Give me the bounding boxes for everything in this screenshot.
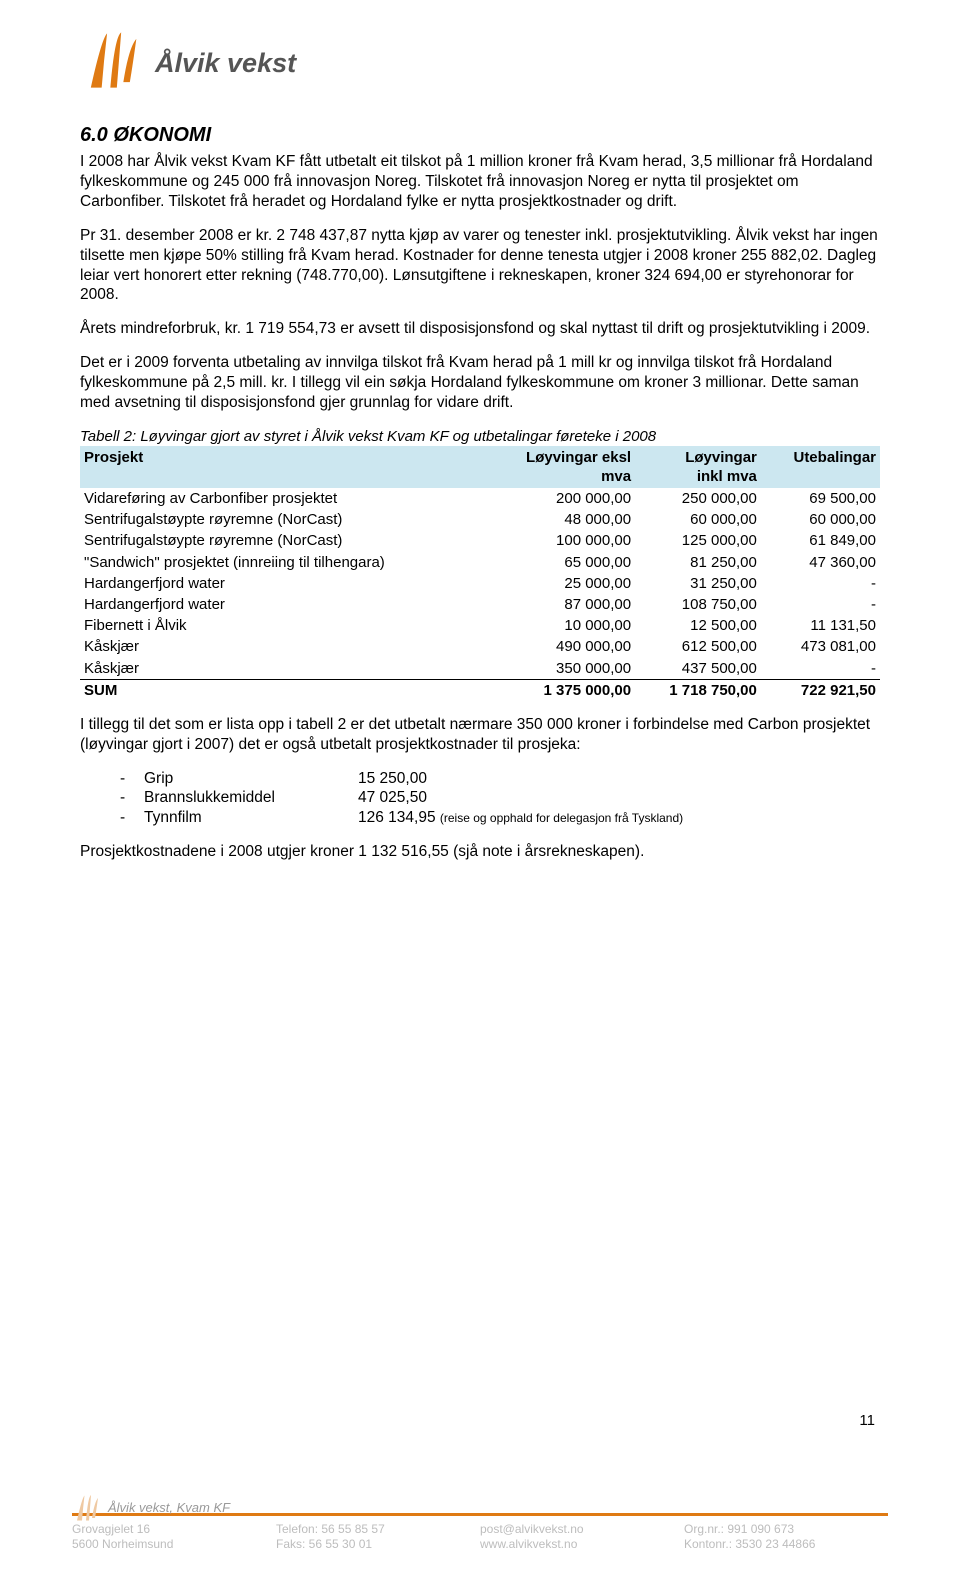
paragraph-6: Prosjektkostnadene i 2008 utgjer kroner … (80, 842, 880, 862)
table-row: "Sandwich" prosjektet (innreiing til til… (80, 552, 880, 573)
page-footer: Ålvik vekst, Kvam KF Grovagjelet 16 5600… (72, 1513, 888, 1553)
paragraph-2: Pr 31. desember 2008 er kr. 2 748 437,87… (80, 226, 880, 305)
footer-address: Grovagjelet 16 5600 Norheimsund (72, 1522, 276, 1553)
paragraph-4: Det er i 2009 forventa utbetaling av inn… (80, 353, 880, 412)
section-title: 6.0 ØKONOMI (80, 123, 880, 149)
page-number: 11 (859, 1411, 875, 1430)
brand-header: Ålvik vekst (80, 28, 880, 99)
footer-web: post@alvikvekst.no www.alvikvekst.no (480, 1522, 684, 1553)
cost-list: -Grip15 250,00-Brannslukkemiddel47 025,5… (120, 769, 880, 828)
brand-logo-icon (80, 28, 145, 99)
table-sum-row: SUM1 375 000,001 718 750,00722 921,50 (80, 679, 880, 701)
footer-logo: Ålvik vekst, Kvam KF (72, 1493, 230, 1523)
col-payments: Utebalingar (761, 446, 880, 488)
paragraph-3: Årets mindreforbruk, kr. 1 719 554,73 er… (80, 319, 880, 339)
table-row: Vidareføring av Carbonfiber prosjektet20… (80, 488, 880, 509)
table-row: Kåskjær350 000,00437 500,00- (80, 658, 880, 680)
col-incl-vat: Løyvingarinkl mva (635, 446, 761, 488)
table-row: Sentrifugalstøypte røyremne (NorCast)48 … (80, 509, 880, 530)
cost-item: -Brannslukkemiddel47 025,50 (120, 788, 880, 808)
table-row: Sentrifugalstøypte røyremne (NorCast)100… (80, 530, 880, 551)
footer-brand-name: Ålvik vekst, Kvam KF (108, 1500, 230, 1517)
cost-item: -Tynnfilm126 134,95 (reise og opphald fo… (120, 808, 880, 828)
table-row: Kåskjær490 000,00612 500,00473 081,00 (80, 636, 880, 657)
footer-org: Org.nr.: 991 090 673 Kontonr.: 3530 23 4… (684, 1522, 888, 1553)
paragraph-1: I 2008 har Ålvik vekst Kvam KF fått utbe… (80, 152, 880, 211)
table-row: Fibernett i Ålvik10 000,0012 500,0011 13… (80, 615, 880, 636)
col-project: Prosjekt (80, 446, 486, 488)
cost-item: -Grip15 250,00 (120, 769, 880, 789)
allocations-table: Prosjekt Løyvingar ekslmva Løyvingarinkl… (80, 446, 880, 701)
footer-phone: Telefon: 56 55 85 57 Faks: 56 55 30 01 (276, 1522, 480, 1553)
table-caption: Tabell 2: Løyvingar gjort av styret i Ål… (80, 427, 880, 446)
table-row: Hardangerfjord water87 000,00108 750,00- (80, 594, 880, 615)
table-row: Hardangerfjord water25 000,0031 250,00- (80, 573, 880, 594)
brand-name: Ålvik vekst (155, 46, 296, 81)
col-excl-vat: Løyvingar ekslmva (486, 446, 635, 488)
paragraph-5: I tillegg til det som er lista opp i tab… (80, 715, 880, 755)
